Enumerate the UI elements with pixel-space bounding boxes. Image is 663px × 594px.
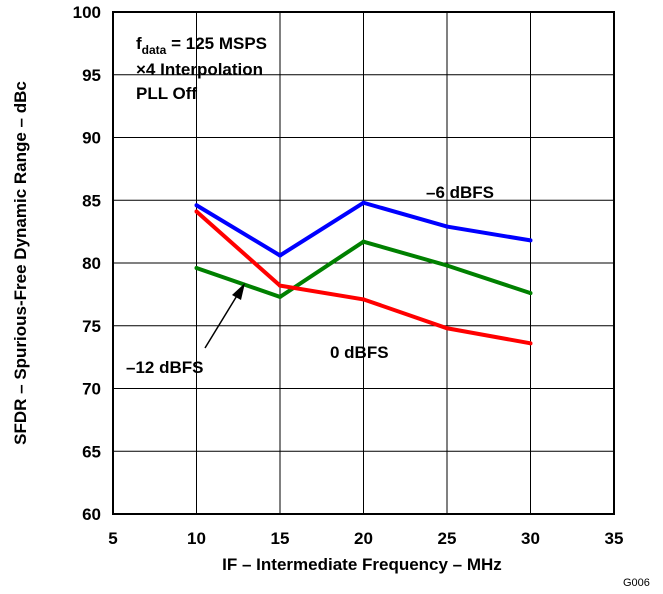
x-tick-label: 10 (187, 529, 206, 548)
plot-area-border (112, 11, 615, 515)
x-tick-label: 15 (271, 529, 290, 548)
data-point-2-3 (445, 326, 449, 331)
y-tick-label: 80 (82, 254, 101, 273)
data-point-1-1 (278, 294, 282, 299)
figure-id: G006 (623, 577, 650, 589)
data-point-0-4 (528, 238, 533, 243)
y-tick-label: 65 (82, 442, 101, 461)
data-point-2-2 (361, 297, 366, 302)
data-point-0-2 (361, 200, 366, 205)
arrow-line-minus12 (204, 293, 239, 349)
y-tick-label: 75 (82, 317, 101, 336)
annotation-pll: PLL Off (136, 84, 197, 103)
data-point-2-0 (194, 209, 199, 214)
x-axis-label: IF – Intermediate Frequency – MHz (222, 555, 502, 574)
data-point-1-4 (528, 291, 533, 296)
annotation-rate: = 125 MSPS (166, 34, 267, 53)
data-point-0-0 (194, 203, 199, 208)
data-point-0-1 (278, 253, 282, 258)
data-point-1-3 (445, 263, 449, 268)
y-tick-label: 70 (82, 380, 101, 399)
data-point-2-4 (528, 341, 533, 346)
data-point-1-2 (361, 239, 366, 244)
arrowhead-minus12 (232, 283, 245, 300)
x-tick-label: 5 (108, 529, 117, 548)
y-tick-label: 100 (73, 3, 101, 22)
label-minus6-dbfs: –6 dBFS (426, 183, 494, 202)
tick-labels: 5 10 15 20 25 30 35 60 65 70 75 80 85 90 95 100 (73, 3, 624, 548)
data-point-0-3 (445, 224, 449, 229)
y-axis-label: SFDR – Spurious-Free Dynamic Range – dBc (11, 81, 30, 445)
y-tick-label: 60 (82, 505, 101, 524)
x-tick-label: 20 (354, 529, 373, 548)
grid-lines (112, 11, 615, 515)
data-point-2-1 (278, 283, 282, 288)
data-point-1-0 (194, 266, 199, 271)
x-tick-label: 30 (521, 529, 540, 548)
annotation-interpolation: ×4 Interpolation (136, 60, 263, 79)
annotation-sub: data (142, 43, 167, 57)
y-tick-label: 85 (82, 191, 101, 210)
x-tick-label: 25 (438, 529, 457, 548)
label-0-dbfs: 0 dBFS (330, 343, 389, 362)
y-tick-label: 90 (82, 129, 101, 148)
conditions-annotation: fdata = 125 MSPS ×4 Interpolation PLL Of… (136, 34, 267, 103)
svg-text:fdata = 125 MSPS: fdata = 125 MSPS (136, 34, 267, 57)
y-tick-label: 95 (82, 66, 101, 85)
series-layer (194, 200, 533, 346)
x-tick-label: 35 (605, 529, 624, 548)
annotation-f: f (136, 34, 142, 53)
label-minus12-dbfs: –12 dBFS (126, 358, 203, 377)
